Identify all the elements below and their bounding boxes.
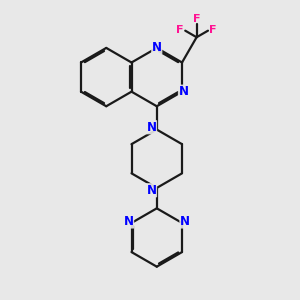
Text: N: N <box>146 184 157 197</box>
Text: F: F <box>176 25 184 34</box>
Text: F: F <box>209 25 217 34</box>
Text: N: N <box>152 40 162 53</box>
Text: N: N <box>180 215 190 228</box>
Text: F: F <box>193 14 200 24</box>
Text: N: N <box>146 121 157 134</box>
Text: N: N <box>178 85 188 98</box>
Text: N: N <box>124 215 134 228</box>
